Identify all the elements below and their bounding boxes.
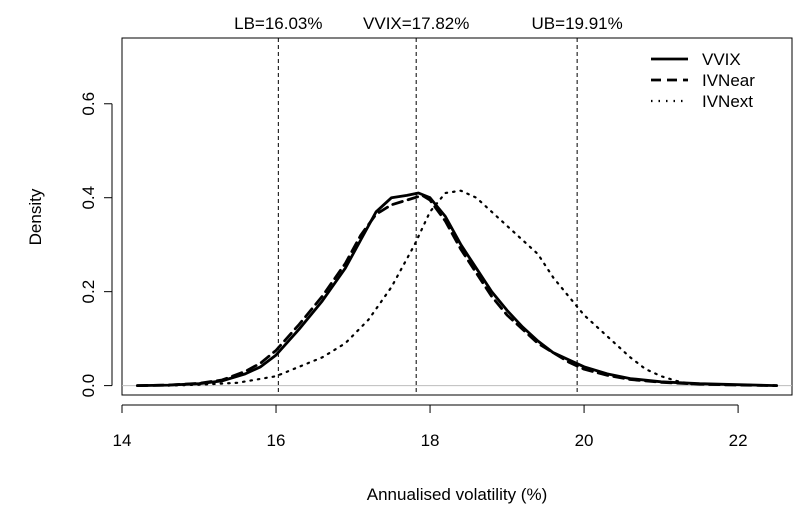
plot-box	[121, 37, 793, 396]
x-tick-label: 20	[575, 431, 594, 450]
x-tick-label: 16	[267, 431, 286, 450]
y-tick-label: 0.4	[79, 186, 98, 210]
reference-lines: LB=16.03% VVIX=17.82% UB=19.91%	[234, 14, 623, 395]
x-tick-label: 18	[421, 431, 440, 450]
y-tick-label: 0.0	[79, 374, 98, 398]
reference-label: VVIX=17.82%	[363, 14, 469, 33]
density-series	[135, 189, 778, 388]
legend-label: IVNext	[702, 92, 753, 111]
x-tick-label: 14	[113, 431, 132, 450]
y-axis-label: Density	[26, 188, 45, 245]
series-line-vvix	[135, 191, 778, 388]
reference-label: UB=19.91%	[532, 14, 623, 33]
axes: 14 16 18 20 22 0.0 0.2 0.4 0.6	[79, 92, 748, 450]
legend: VVIX IVNear IVNext	[651, 50, 755, 111]
legend-label: VVIX	[702, 50, 741, 69]
series-line-ivnext	[167, 189, 694, 387]
legend-label: IVNear	[702, 71, 755, 90]
x-axis-label: Annualised volatility (%)	[367, 485, 547, 504]
y-tick-label: 0.2	[79, 280, 98, 304]
series-line-ivnear	[135, 193, 778, 388]
reference-label: LB=16.03%	[234, 14, 322, 33]
x-tick-label: 22	[729, 431, 748, 450]
y-tick-label: 0.6	[79, 92, 98, 116]
